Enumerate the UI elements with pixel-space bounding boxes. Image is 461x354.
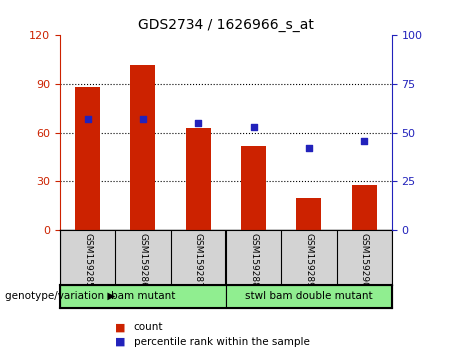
Text: GSM159290: GSM159290 <box>360 233 369 288</box>
Bar <box>75 87 100 230</box>
Bar <box>296 198 321 230</box>
Text: GSM159289: GSM159289 <box>304 233 313 288</box>
Bar <box>60 285 226 308</box>
Bar <box>226 285 392 308</box>
Text: GSM159285: GSM159285 <box>83 233 92 288</box>
Text: count: count <box>134 322 163 332</box>
Text: bam mutant: bam mutant <box>111 291 175 302</box>
Text: genotype/variation ▶: genotype/variation ▶ <box>5 291 115 301</box>
Bar <box>186 128 211 230</box>
Text: GSM159287: GSM159287 <box>194 233 203 288</box>
Text: stwl bam double mutant: stwl bam double mutant <box>245 291 372 302</box>
Text: ■: ■ <box>115 337 126 347</box>
Bar <box>130 64 155 230</box>
Point <box>195 120 202 126</box>
Point <box>361 138 368 143</box>
Point <box>84 116 91 122</box>
Bar <box>241 146 266 230</box>
Title: GDS2734 / 1626966_s_at: GDS2734 / 1626966_s_at <box>138 18 314 32</box>
Text: GSM159286: GSM159286 <box>138 233 148 288</box>
Text: ■: ■ <box>115 322 126 332</box>
Point <box>139 116 147 122</box>
Point <box>305 145 313 151</box>
Text: percentile rank within the sample: percentile rank within the sample <box>134 337 310 347</box>
Bar <box>352 185 377 230</box>
Text: GSM159288: GSM159288 <box>249 233 258 288</box>
Point <box>250 124 257 130</box>
